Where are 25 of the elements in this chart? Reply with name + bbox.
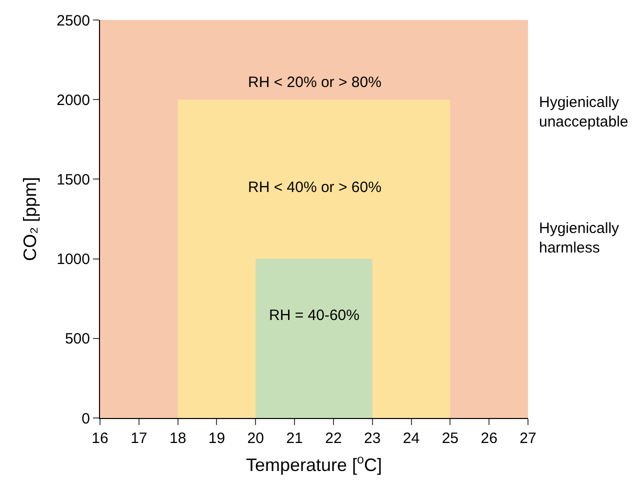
text: Hygienically unacceptable: [539, 94, 628, 130]
x-tick-label: 20: [247, 430, 264, 447]
x-tick-label: 24: [402, 430, 420, 447]
annotation: RH = 40-60%: [269, 307, 360, 324]
y-tick-label: 500: [64, 330, 90, 348]
x-tick-label: 26: [480, 430, 498, 447]
x-tick-label: 23: [364, 430, 381, 447]
x-tick-label: 19: [208, 430, 226, 447]
y-tick-label: 2000: [56, 92, 90, 109]
y-tick-label: 1500: [56, 171, 90, 188]
y-tick-label: 0: [82, 410, 90, 428]
x-tick-label: 22: [325, 430, 342, 447]
x-tick-label: 17: [130, 430, 148, 447]
y-tick-label: 1000: [56, 251, 90, 268]
x-tick-label: 18: [169, 430, 186, 447]
x-tick-label: 25: [442, 430, 459, 447]
y-axis-title: CO₂ [ppm]: [20, 176, 40, 262]
text: Hygienically harmless: [539, 220, 620, 256]
x-tick-label: 21: [286, 430, 303, 447]
x-tick-label: 27: [520, 430, 536, 447]
annotation: RH < 20% or > 80%: [248, 74, 382, 91]
x-tick-label: 16: [92, 430, 108, 447]
y-tick-label: 2500: [56, 12, 90, 30]
x-axis-title: Temperature [$^{o}$C]: [246, 452, 382, 476]
annotation: RH < 40% or > 60%: [248, 179, 382, 196]
